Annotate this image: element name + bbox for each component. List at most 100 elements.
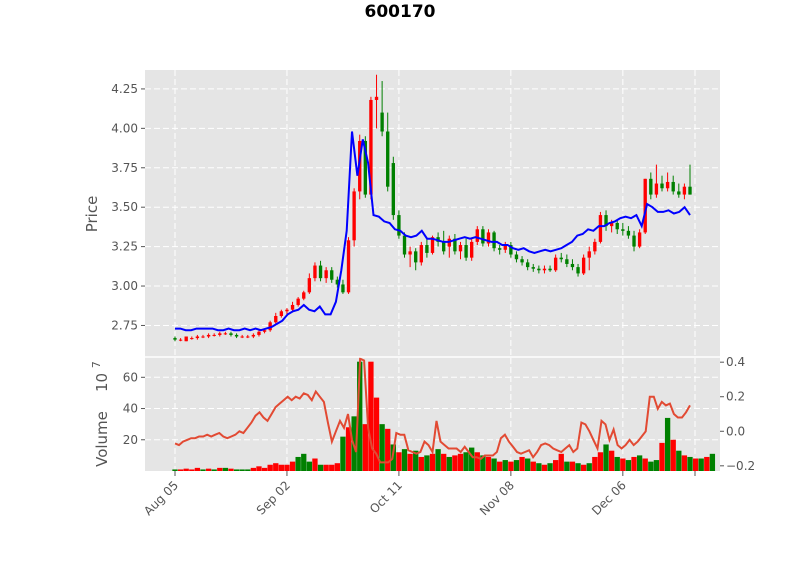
candle-body bbox=[626, 230, 631, 236]
volume-bar bbox=[564, 461, 570, 471]
candle-body bbox=[268, 322, 272, 331]
volume-label-spacer bbox=[93, 397, 111, 407]
volume-bar bbox=[413, 450, 419, 471]
price-tick-label: 3.25 bbox=[111, 240, 138, 254]
x-tick-label: Nov 08 bbox=[477, 478, 517, 518]
candle-body bbox=[425, 245, 429, 253]
volume-bar bbox=[614, 456, 620, 471]
volume-bar bbox=[681, 455, 688, 471]
candle-body bbox=[240, 336, 244, 338]
candle-body bbox=[587, 251, 591, 258]
volume-bar bbox=[189, 469, 195, 471]
candle-body bbox=[408, 251, 412, 255]
volume-bar bbox=[329, 464, 335, 471]
candle-body bbox=[525, 262, 530, 268]
volume-bar bbox=[648, 461, 654, 471]
x-tick-label: Aug 05 bbox=[141, 478, 181, 518]
candle-body bbox=[318, 265, 323, 279]
volume-bar bbox=[664, 417, 671, 471]
candle-body bbox=[660, 183, 664, 189]
volume-label-text: Volume bbox=[93, 411, 111, 467]
candle-body bbox=[285, 309, 289, 312]
candle-body bbox=[458, 245, 463, 252]
candle-body bbox=[330, 270, 334, 280]
candle-body bbox=[262, 330, 267, 332]
candle-body bbox=[346, 240, 351, 293]
volume-bar bbox=[530, 461, 536, 471]
candle-body bbox=[369, 99, 373, 195]
volume-bar bbox=[289, 461, 296, 471]
volume-bar bbox=[396, 452, 402, 471]
volume-bar bbox=[441, 453, 447, 471]
volume-bar bbox=[306, 461, 313, 471]
volume-exponent-power: 7 bbox=[90, 361, 103, 368]
volume-bar bbox=[256, 466, 262, 471]
candle-body bbox=[481, 229, 485, 244]
volume-bar bbox=[569, 461, 576, 471]
candle-body bbox=[190, 338, 194, 340]
volume-axis-ticks: 20 40 60 bbox=[123, 370, 145, 447]
volume-bar bbox=[250, 467, 257, 471]
candles-layer bbox=[173, 74, 692, 342]
price-axis-ticks: 2.75 3.00 3.25 3.50 3.75 4.00 4.25 bbox=[111, 82, 145, 332]
candle-body bbox=[576, 267, 580, 274]
volume-bar bbox=[340, 436, 346, 471]
volume-bar bbox=[575, 463, 581, 471]
volume-bar bbox=[228, 468, 234, 471]
candle-body bbox=[352, 191, 356, 241]
volume-bar bbox=[429, 453, 436, 471]
volume-tick-label: 60 bbox=[123, 370, 138, 384]
candle-body bbox=[274, 316, 278, 323]
price-tick-label: 3.50 bbox=[111, 200, 138, 214]
volume-bar bbox=[659, 442, 665, 471]
candle-body bbox=[615, 222, 619, 230]
volume-bar bbox=[497, 461, 503, 471]
candle-body bbox=[363, 140, 368, 195]
candle-body bbox=[178, 339, 183, 341]
candle-body bbox=[391, 163, 395, 216]
volume-bar bbox=[385, 428, 391, 471]
candle-body bbox=[677, 191, 681, 195]
price-axis-label: Price bbox=[83, 196, 101, 233]
volume-bar bbox=[200, 469, 206, 471]
price-panel-background bbox=[145, 70, 720, 357]
volume-bar bbox=[362, 424, 368, 471]
price-grid bbox=[145, 88, 720, 326]
secondary-tick-label: 0.0 bbox=[726, 424, 745, 438]
candle-body bbox=[313, 265, 317, 279]
candle-body bbox=[542, 268, 547, 271]
volume-bar bbox=[435, 449, 441, 471]
secondary-axis-ticks: −0.2 0.0 0.2 0.4 bbox=[720, 355, 755, 473]
volume-bar bbox=[547, 463, 553, 471]
volume-bar bbox=[580, 464, 587, 471]
candle-body bbox=[654, 183, 659, 195]
volume-bar bbox=[631, 456, 637, 471]
volume-bar bbox=[508, 461, 514, 471]
candle-body bbox=[397, 215, 401, 236]
volume-bar bbox=[676, 450, 682, 471]
candle-body bbox=[257, 331, 261, 335]
volume-bar bbox=[424, 455, 430, 471]
candle-body bbox=[649, 178, 653, 195]
volume-bar bbox=[172, 469, 178, 471]
candle-body bbox=[548, 268, 552, 271]
candle-body bbox=[402, 235, 407, 255]
candle-body bbox=[598, 215, 603, 242]
volume-bar bbox=[592, 456, 598, 471]
volume-bar bbox=[357, 361, 363, 471]
chart-title: 600170 bbox=[365, 2, 436, 22]
volume-bar bbox=[217, 467, 223, 471]
candle-body bbox=[553, 257, 558, 271]
price-tick-label: 2.75 bbox=[111, 318, 138, 332]
x-tick-label: Oct 11 bbox=[367, 478, 405, 516]
volume-bar bbox=[312, 458, 318, 471]
volume-bar bbox=[239, 469, 245, 471]
candle-body bbox=[514, 254, 519, 260]
candle-body bbox=[581, 257, 586, 274]
candle-body bbox=[475, 229, 479, 242]
volume-bar bbox=[608, 450, 615, 471]
candle-body bbox=[234, 334, 239, 337]
volume-secondary-line bbox=[174, 357, 691, 464]
volume-bar bbox=[278, 464, 285, 471]
volume-bar bbox=[502, 460, 508, 471]
